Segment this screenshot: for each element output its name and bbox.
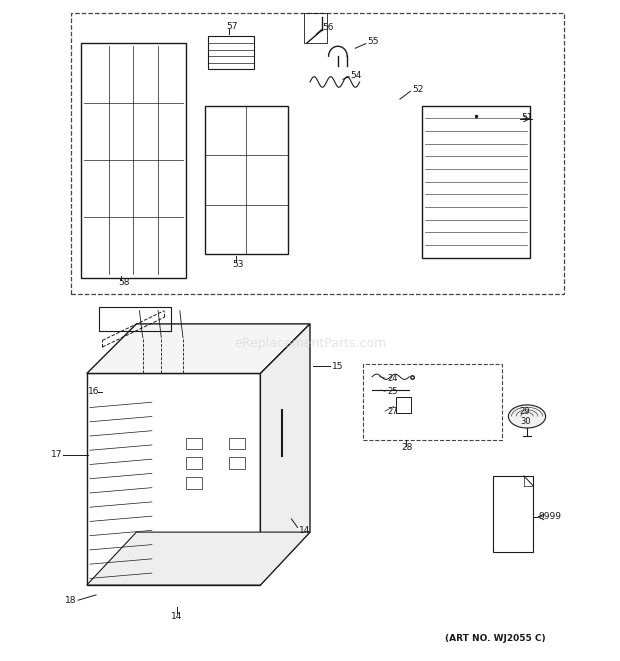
Text: 53: 53: [232, 260, 244, 269]
Bar: [205, 106, 288, 254]
Bar: [186, 457, 202, 469]
Text: 14: 14: [299, 525, 310, 535]
Bar: [493, 476, 533, 552]
Polygon shape: [87, 324, 310, 373]
Bar: [71, 13, 564, 294]
Text: 27: 27: [388, 407, 398, 416]
Text: 28: 28: [402, 443, 413, 452]
Text: 15: 15: [332, 362, 344, 371]
Polygon shape: [260, 324, 310, 585]
Text: (ART NO. WJ2055 C): (ART NO. WJ2055 C): [445, 634, 546, 643]
Bar: [422, 106, 530, 258]
Text: 9999: 9999: [538, 512, 561, 522]
Bar: [208, 36, 254, 69]
Text: 17: 17: [51, 450, 63, 459]
Bar: [87, 373, 260, 585]
Polygon shape: [87, 532, 310, 585]
Text: 56: 56: [322, 23, 334, 32]
Text: 30: 30: [520, 416, 531, 426]
Text: 55: 55: [367, 37, 379, 46]
Bar: [363, 364, 502, 440]
Bar: [229, 457, 245, 469]
Text: 29: 29: [520, 407, 530, 416]
Bar: [186, 477, 202, 489]
Text: 14: 14: [170, 611, 182, 621]
Bar: [186, 438, 202, 449]
Bar: [99, 307, 170, 330]
Bar: [229, 438, 245, 449]
Text: 51: 51: [521, 113, 533, 122]
Text: 58: 58: [118, 278, 130, 288]
Bar: [81, 43, 186, 278]
Bar: [304, 13, 327, 43]
Text: 54: 54: [350, 71, 361, 80]
Ellipse shape: [508, 405, 546, 428]
Text: 57: 57: [226, 22, 238, 31]
Text: 52: 52: [412, 85, 423, 94]
Text: 25: 25: [388, 387, 398, 396]
Bar: [396, 397, 411, 413]
Text: 16: 16: [88, 387, 100, 397]
Text: eReplacementParts.com: eReplacementParts.com: [234, 337, 386, 350]
Text: 24: 24: [388, 373, 398, 383]
Text: 18: 18: [65, 596, 77, 605]
